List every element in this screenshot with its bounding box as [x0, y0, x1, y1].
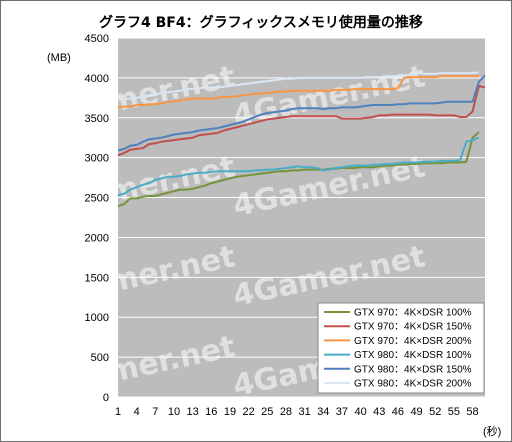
legend: GTX 970：4K×DSR 100% GTX 970：4K×DSR 150% GT…	[317, 302, 485, 394]
y-tick-label: 3500	[85, 113, 109, 125]
y-tick-label: 2500	[85, 193, 109, 205]
legend-box	[317, 302, 485, 394]
series-line	[117, 131, 480, 208]
y-axis-ticks: 0 500 1000 1500 2000 2500 3000 3500 4000 4500	[85, 33, 109, 404]
x-tick-label: 43	[373, 406, 385, 418]
x-tick-label: 13	[187, 406, 199, 418]
legend-entry: GTX 980：4K×DSR 150%	[354, 364, 472, 375]
y-tick-label: 500	[91, 352, 109, 364]
y-axis-unit-label: (MB)	[47, 52, 71, 64]
x-tick-label: 37	[336, 406, 348, 418]
x-axis-ticks: 1 4 7 10 13 16 19 22 25 28 31 34 37 40 43 46 49 52 55 58	[115, 406, 479, 418]
y-tick-label: 3000	[85, 153, 109, 165]
x-tick-label: 46	[392, 406, 404, 418]
legend-entry: GTX 980：4K×DSR 200%	[354, 379, 472, 390]
x-tick-label: 1	[115, 406, 121, 418]
series-line	[117, 84, 486, 157]
x-tick-label: 40	[354, 406, 366, 418]
x-tick-label: 7	[152, 406, 158, 418]
x-tick-label: 28	[280, 406, 292, 418]
x-tick-label: 25	[261, 406, 273, 418]
x-tick-label: 55	[448, 406, 460, 418]
legend-entry: GTX 970：4K×DSR 150%	[354, 322, 472, 333]
series-line	[118, 71, 479, 101]
y-tick-label: 0	[103, 392, 109, 404]
y-tick-label: 4000	[85, 73, 109, 85]
series-line	[117, 75, 479, 109]
x-tick-label: 16	[205, 406, 217, 418]
y-tick-label: 4500	[85, 33, 109, 45]
series-line	[117, 74, 486, 152]
x-tick-label: 19	[224, 406, 236, 418]
series-layer	[117, 71, 486, 208]
legend-entry: GTX 970：4K×DSR 200%	[354, 336, 472, 347]
chart-title: グラフ4 BF4：グラフィックスメモリ使用量の推移	[99, 14, 423, 31]
x-tick-label: 58	[466, 406, 478, 418]
legend-entry: GTX 970：4K×DSR 100%	[354, 308, 472, 319]
x-tick-label: 10	[168, 406, 180, 418]
x-tick-label: 31	[298, 406, 310, 418]
x-tick-label: 49	[410, 406, 422, 418]
y-tick-label: 1000	[85, 312, 109, 324]
series-line	[117, 136, 480, 197]
x-tick-label: 52	[429, 406, 441, 418]
x-axis-unit-label: (秒)	[483, 424, 501, 438]
y-tick-label: 1500	[85, 272, 109, 284]
y-tick-label: 2000	[85, 232, 109, 244]
legend-entry: GTX 980：4K×DSR 100%	[354, 350, 472, 361]
x-tick-label: 4	[134, 406, 140, 418]
x-tick-label: 22	[243, 406, 255, 418]
x-tick-label: 34	[317, 406, 329, 418]
